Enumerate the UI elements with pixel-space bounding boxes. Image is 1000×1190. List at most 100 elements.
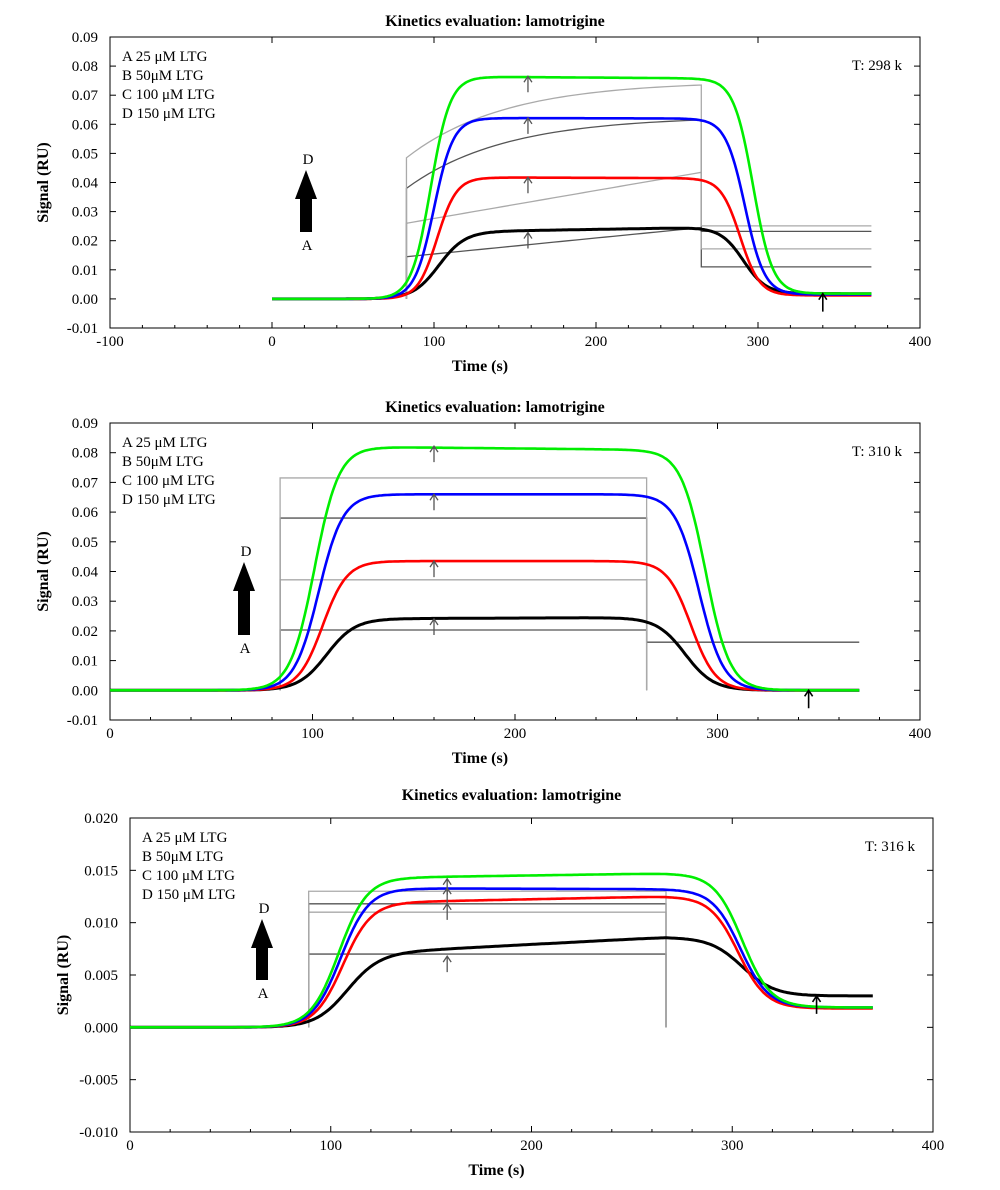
x-tick-label: 100 xyxy=(423,334,446,350)
y-tick-label: 0.07 xyxy=(72,88,99,104)
y-axis-label: Signal (RU) xyxy=(35,142,52,222)
series-line-A xyxy=(272,226,872,301)
y-tick-label: 0.015 xyxy=(84,863,118,879)
concentration-arrow-icon xyxy=(295,170,317,232)
y-tick-label: 0.05 xyxy=(72,535,98,551)
x-tick-label: 200 xyxy=(585,334,608,350)
legend-entry: C 100 μM LTG xyxy=(122,87,215,103)
x-axis-label: Time (s) xyxy=(452,750,508,767)
y-tick-label: 0.05 xyxy=(72,146,98,162)
fit-line xyxy=(308,953,667,1028)
x-tick-label: 300 xyxy=(747,334,770,350)
series-line-A xyxy=(110,616,860,692)
series-line-B xyxy=(110,559,860,692)
series-line-A xyxy=(130,936,873,1029)
y-axis-label: Signal (RU) xyxy=(35,531,52,611)
chart-title: Kinetics evaluation: lamotrigine xyxy=(402,787,622,804)
y-tick-label: 0.06 xyxy=(72,505,99,521)
chart-title: Kinetics evaluation: lamotrigine xyxy=(385,399,605,416)
temperature-label: T: 310 k xyxy=(852,444,903,460)
y-tick-label: 0.010 xyxy=(84,916,118,932)
y-tick-label: 0.07 xyxy=(72,475,99,491)
x-tick-label: 0 xyxy=(126,1138,134,1154)
fit-line xyxy=(279,477,648,691)
legend-entry: C 100 μM LTG xyxy=(122,473,215,489)
legend-entry: D 150 μM LTG xyxy=(122,492,216,508)
y-tick-label: -0.005 xyxy=(79,1073,118,1089)
legend-entry: D 150 μM LTG xyxy=(122,106,216,122)
x-tick-label: 0 xyxy=(268,334,276,350)
y-tick-label: 0.08 xyxy=(72,446,98,462)
concentration-arrow-icon xyxy=(233,562,255,635)
y-tick-label: 0.03 xyxy=(72,205,98,221)
y-tick-label: 0.02 xyxy=(72,234,98,250)
y-tick-label: -0.010 xyxy=(79,1125,118,1141)
y-tick-label: 0.06 xyxy=(72,117,99,133)
fit-arrow-icon xyxy=(429,493,439,511)
x-tick-label: 200 xyxy=(504,726,527,742)
fit-arrow-icon xyxy=(523,231,533,249)
x-tick-label: 400 xyxy=(909,334,932,350)
legend-entry: A 25 μM LTG xyxy=(122,49,208,65)
y-tick-label: 0.000 xyxy=(84,1020,118,1036)
fit-line xyxy=(279,629,648,691)
arrow-label-top: D xyxy=(259,901,270,917)
y-tick-label: 0.020 xyxy=(84,811,118,827)
x-tick-label: -100 xyxy=(96,334,124,350)
legend-entry: B 50μM LTG xyxy=(122,454,204,470)
fit-line xyxy=(405,84,872,299)
fit-arrow-icon xyxy=(523,176,533,194)
series-line-C xyxy=(110,493,860,692)
y-tick-label: 0.08 xyxy=(72,59,98,75)
x-tick-label: 300 xyxy=(706,726,729,742)
fit-arrow-icon xyxy=(429,559,439,578)
x-axis-label: Time (s) xyxy=(468,1162,524,1179)
y-tick-label: 0.005 xyxy=(84,968,118,984)
y-tick-label: 0.04 xyxy=(72,176,99,192)
arrow-label-bottom: A xyxy=(302,238,313,254)
arrow-label-bottom: A xyxy=(258,986,269,1002)
legend-entry: C 100 μM LTG xyxy=(142,868,235,884)
y-tick-label: 0.09 xyxy=(72,30,98,46)
dissociation-arrow-icon xyxy=(811,994,822,1014)
fit-line xyxy=(405,226,872,299)
plot-area xyxy=(130,872,873,1029)
fit-arrow-icon xyxy=(523,75,533,93)
x-tick-label: 100 xyxy=(301,726,324,742)
y-tick-label: 0.00 xyxy=(72,683,98,699)
y-axis-label: Signal (RU) xyxy=(55,935,72,1015)
plot-frame xyxy=(109,422,921,721)
fit-line xyxy=(308,903,667,1028)
dissociation-arrow-icon xyxy=(803,688,814,709)
x-tick-label: 300 xyxy=(721,1138,744,1154)
legend-entry: B 50μM LTG xyxy=(122,68,204,84)
fit-arrow-icon xyxy=(523,116,533,134)
y-tick-label: 0.01 xyxy=(72,263,98,279)
fit-line xyxy=(279,579,648,691)
y-tick-label: 0.01 xyxy=(72,654,98,670)
plot-area xyxy=(272,75,872,312)
fit-line xyxy=(405,119,872,299)
legend-entry: D 150 μM LTG xyxy=(142,887,236,903)
fit-arrow-icon xyxy=(429,444,439,463)
temperature-label: T: 316 k xyxy=(865,839,916,855)
fit-line xyxy=(279,517,860,691)
y-tick-label: 0.03 xyxy=(72,594,98,610)
series-line-D xyxy=(110,446,860,692)
series-line-D xyxy=(130,872,873,1029)
arrow-label-top: D xyxy=(303,152,314,168)
dissociation-arrow-icon xyxy=(818,292,828,312)
legend-entry: A 25 μM LTG xyxy=(122,435,208,451)
y-tick-label: -0.01 xyxy=(67,321,98,337)
y-tick-label: 0.00 xyxy=(72,292,98,308)
legend-entry: A 25 μM LTG xyxy=(142,830,228,846)
series-line-D xyxy=(272,75,872,301)
chart-panel-2: Kinetics evaluation: lamotrigine 0 100 200 3… xyxy=(35,399,931,767)
plot-frame xyxy=(129,817,934,1133)
series-line-C xyxy=(272,116,872,301)
x-tick-label: 200 xyxy=(520,1138,543,1154)
plot-area xyxy=(110,444,860,709)
x-tick-label: 0 xyxy=(106,726,114,742)
